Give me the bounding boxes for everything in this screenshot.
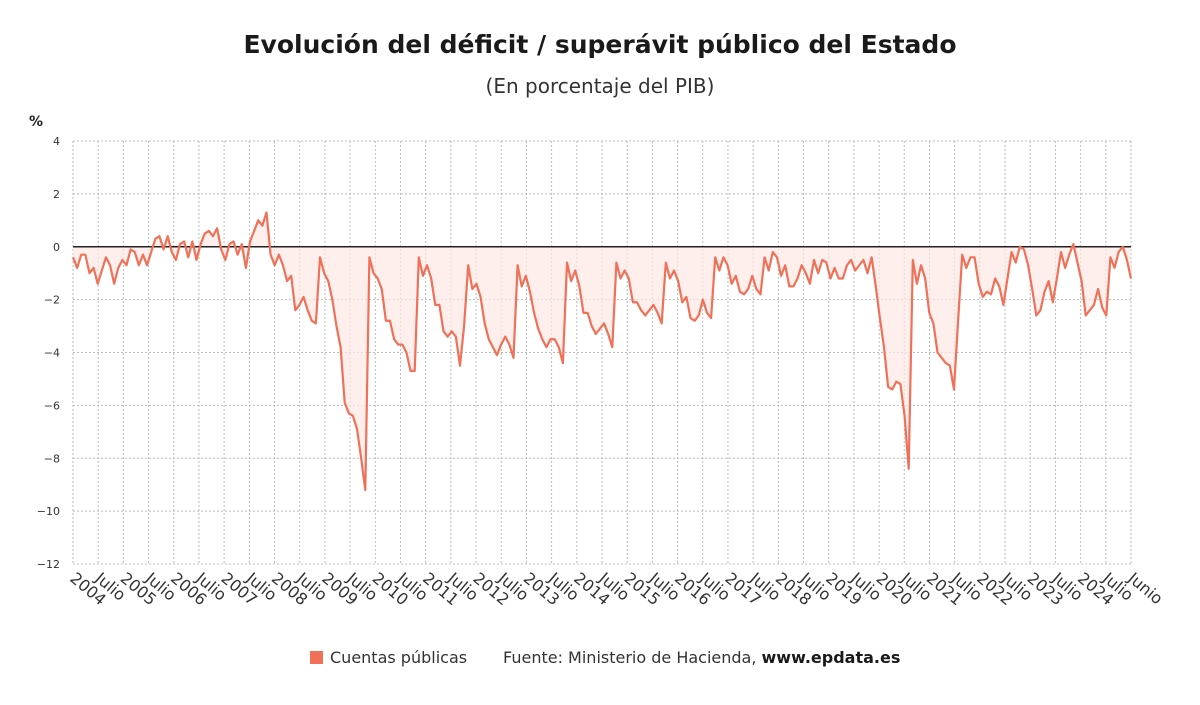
chart-footer: Cuentas públicas Fuente: Ministerio de H… — [0, 648, 1200, 672]
legend-label: Cuentas públicas — [330, 648, 468, 667]
y-tick-label: 0 — [53, 241, 60, 254]
area-layer — [73, 212, 1131, 490]
y-unit-label: % — [29, 114, 44, 130]
y-tick-label: −6 — [44, 399, 60, 412]
legend-swatch — [310, 651, 323, 664]
series-line-cuentas-publicas — [71, 211, 1133, 492]
y-tick-label: −4 — [44, 347, 60, 360]
x-tick-labels: 2004Julio2005Julio2006Julio2007Julio2008… — [66, 568, 1166, 609]
series-area — [73, 212, 1131, 490]
source-note: Fuente: Ministerio de Hacienda, www.epda… — [503, 648, 900, 667]
y-tick-label: 4 — [53, 135, 60, 148]
chart-subtitle: (En porcentaje del PIB) — [485, 74, 715, 98]
y-tick-label: −12 — [37, 558, 60, 571]
y-tick-label: 2 — [53, 188, 60, 201]
source-site: www.epdata.es — [761, 648, 901, 667]
y-tick-label: −10 — [37, 505, 60, 518]
grid-layer — [72, 140, 1132, 565]
y-tick-label: −8 — [44, 452, 60, 465]
y-tick-label: −2 — [44, 294, 60, 307]
chart-title: Evolución del déficit / superávit públic… — [243, 30, 957, 59]
y-tick-labels: 4 2 0 −2 −4 −6 −8 −10 −12 — [37, 135, 60, 571]
legend: Cuentas públicas — [310, 648, 467, 667]
series-line-layer — [71, 211, 1133, 492]
chart-canvas: 4 2 0 −2 −4 −6 −8 −10 −12 2004Julio2005Julio2006… — [37, 135, 1167, 609]
source-prefix: Fuente: Ministerio de Hacienda, — [503, 648, 762, 667]
